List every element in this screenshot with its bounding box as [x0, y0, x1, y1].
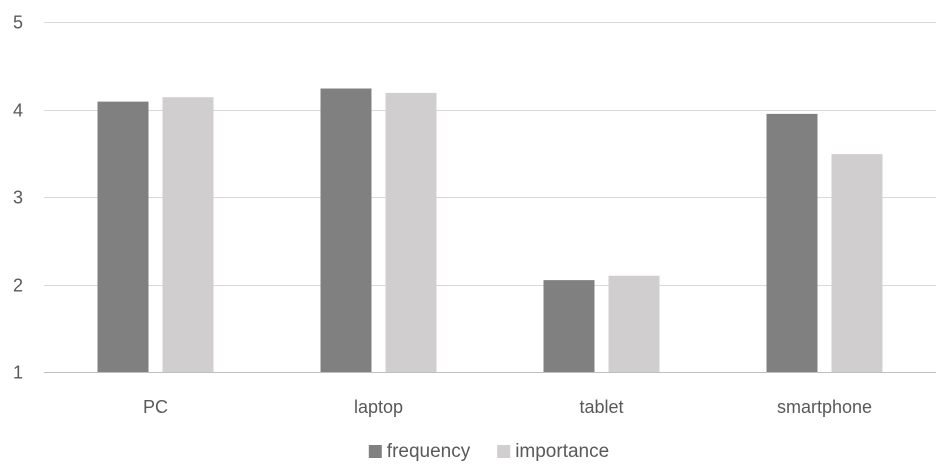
legend-swatch-frequency: [368, 445, 382, 458]
x-tick-label: tablet: [579, 397, 623, 417]
bar-frequency-tablet: [543, 280, 595, 372]
bar-importance-PC: [162, 97, 214, 372]
y-tick-label: 2: [13, 276, 23, 296]
x-axis-tick-labels: PC laptop tablet smartphone: [143, 397, 872, 417]
x-tick-label: laptop: [354, 397, 403, 417]
y-tick-label: 3: [13, 188, 23, 208]
legend-label-importance: importance: [515, 441, 609, 462]
bars: [97, 88, 883, 372]
bar-frequency-PC: [97, 101, 149, 372]
x-tick-label: PC: [143, 397, 168, 417]
y-tick-label: 4: [13, 101, 23, 121]
bar-importance-tablet: [608, 275, 660, 372]
legend: frequency importance: [368, 441, 609, 462]
bar-frequency-laptop: [320, 88, 372, 372]
legend-swatch-importance: [497, 445, 511, 458]
legend-label-frequency: frequency: [387, 441, 471, 462]
bar-importance-smartphone: [831, 154, 883, 372]
y-tick-label: 5: [13, 13, 23, 33]
bar-frequency-smartphone: [766, 113, 818, 372]
y-axis-tick-labels: 1 2 3 4 5: [13, 13, 23, 383]
x-tick-label: smartphone: [777, 397, 872, 417]
y-tick-label: 1: [13, 363, 23, 383]
bar-importance-laptop: [385, 92, 437, 372]
